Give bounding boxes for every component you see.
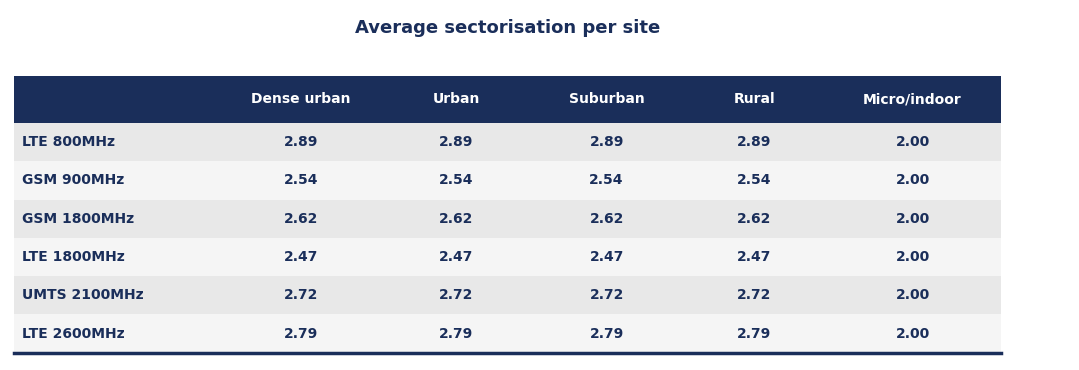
Text: 2.89: 2.89: [284, 135, 318, 149]
Text: 2.89: 2.89: [737, 135, 771, 149]
Text: 2.54: 2.54: [589, 174, 624, 188]
Text: 2.62: 2.62: [439, 212, 474, 226]
FancyBboxPatch shape: [14, 161, 1001, 199]
FancyBboxPatch shape: [14, 238, 1001, 276]
Text: GSM 900MHz: GSM 900MHz: [22, 174, 124, 188]
Text: 2.62: 2.62: [589, 212, 624, 226]
Text: Average sectorisation per site: Average sectorisation per site: [355, 19, 660, 37]
Text: LTE 2600MHz: LTE 2600MHz: [22, 326, 125, 340]
Text: 2.54: 2.54: [737, 174, 771, 188]
Text: LTE 1800MHz: LTE 1800MHz: [22, 250, 125, 264]
Text: Urban: Urban: [433, 92, 480, 106]
Text: 2.79: 2.79: [439, 326, 474, 340]
Text: 2.00: 2.00: [896, 326, 930, 340]
Text: 2.00: 2.00: [896, 174, 930, 188]
Text: 2.62: 2.62: [284, 212, 318, 226]
Text: 2.72: 2.72: [737, 288, 771, 302]
Text: 2.79: 2.79: [284, 326, 318, 340]
Text: 2.79: 2.79: [737, 326, 771, 340]
Text: 2.00: 2.00: [896, 288, 930, 302]
Text: Micro/indoor: Micro/indoor: [863, 92, 961, 106]
Text: 2.62: 2.62: [737, 212, 771, 226]
Text: Dense urban: Dense urban: [251, 92, 351, 106]
Text: Suburban: Suburban: [569, 92, 644, 106]
Text: 2.89: 2.89: [589, 135, 624, 149]
Text: 2.00: 2.00: [896, 135, 930, 149]
Text: 2.00: 2.00: [896, 212, 930, 226]
Text: 2.47: 2.47: [589, 250, 624, 264]
Text: 2.54: 2.54: [284, 174, 318, 188]
Text: 2.79: 2.79: [589, 326, 624, 340]
Text: 2.47: 2.47: [439, 250, 474, 264]
FancyBboxPatch shape: [14, 199, 1001, 238]
Text: 2.47: 2.47: [737, 250, 771, 264]
Text: LTE 800MHz: LTE 800MHz: [22, 135, 115, 149]
Text: 2.54: 2.54: [439, 174, 474, 188]
Text: 2.89: 2.89: [439, 135, 474, 149]
Text: 2.00: 2.00: [896, 250, 930, 264]
Text: Rural: Rural: [734, 92, 775, 106]
Text: 2.72: 2.72: [439, 288, 474, 302]
Text: 2.47: 2.47: [284, 250, 318, 264]
Text: GSM 1800MHz: GSM 1800MHz: [22, 212, 134, 226]
FancyBboxPatch shape: [14, 123, 1001, 161]
FancyBboxPatch shape: [14, 76, 1001, 123]
Text: 2.72: 2.72: [589, 288, 624, 302]
FancyBboxPatch shape: [14, 276, 1001, 314]
FancyBboxPatch shape: [14, 314, 1001, 353]
Text: UMTS 2100MHz: UMTS 2100MHz: [22, 288, 144, 302]
Text: 2.72: 2.72: [284, 288, 318, 302]
